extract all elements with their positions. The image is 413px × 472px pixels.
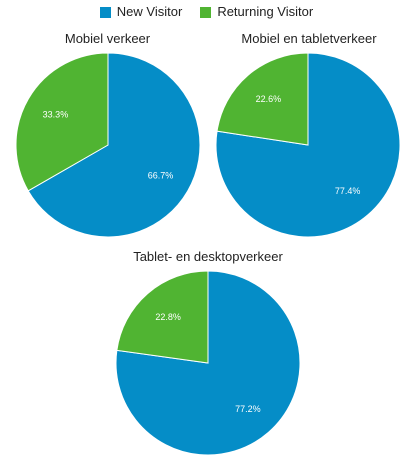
legend-label-new-visitor: New Visitor: [116, 4, 183, 19]
pie-label-tablet-desktop-returning-visitor: 22.8%: [155, 312, 181, 322]
pie-label-tablet-desktop-new-visitor: 77.2%: [235, 404, 261, 414]
legend-label-returning-visitor: Returning Visitor: [217, 4, 314, 19]
pie-label-mobile-returning-visitor: 33.3%: [43, 110, 69, 120]
legend-swatch-returning-visitor: [200, 6, 212, 18]
chart-title-mobile: Mobiel verkeer: [64, 31, 151, 46]
pie-label-mobile-tablet-returning-visitor: 22.6%: [256, 94, 282, 104]
chart-legend: New Visitor Returning Visitor: [0, 3, 413, 21]
legend-item-returning-visitor[interactable]: Returning Visitor: [200, 3, 313, 21]
pie-slice-tablet-desktop-returning-visitor[interactable]: [116, 270, 209, 364]
pie-slice-mobile-returning-visitor[interactable]: [15, 52, 109, 192]
pie-slice-mobile-new-visitor[interactable]: [27, 52, 201, 238]
pie-slice-mobile-tablet-returning-visitor[interactable]: [216, 52, 309, 146]
pie-chart-mobile: 66.7% 33.3%: [15, 52, 201, 238]
chart-title-tablet-desktop: Tablet- en desktopverkeer: [133, 249, 283, 264]
pie-chart-mobile-tablet: 77.4% 22.6%: [215, 52, 401, 238]
pie-chart-tablet-desktop: 77.2% 22.8%: [115, 270, 301, 456]
pie-label-mobile-new-visitor: 66.7%: [148, 170, 174, 180]
chart-title-mobile-tablet: Mobiel en tabletverkeer: [241, 31, 377, 46]
pie-label-mobile-tablet-new-visitor: 77.4%: [335, 186, 361, 196]
legend-item-new-visitor[interactable]: New Visitor: [99, 3, 183, 21]
legend-swatch-new-visitor: [99, 6, 111, 18]
